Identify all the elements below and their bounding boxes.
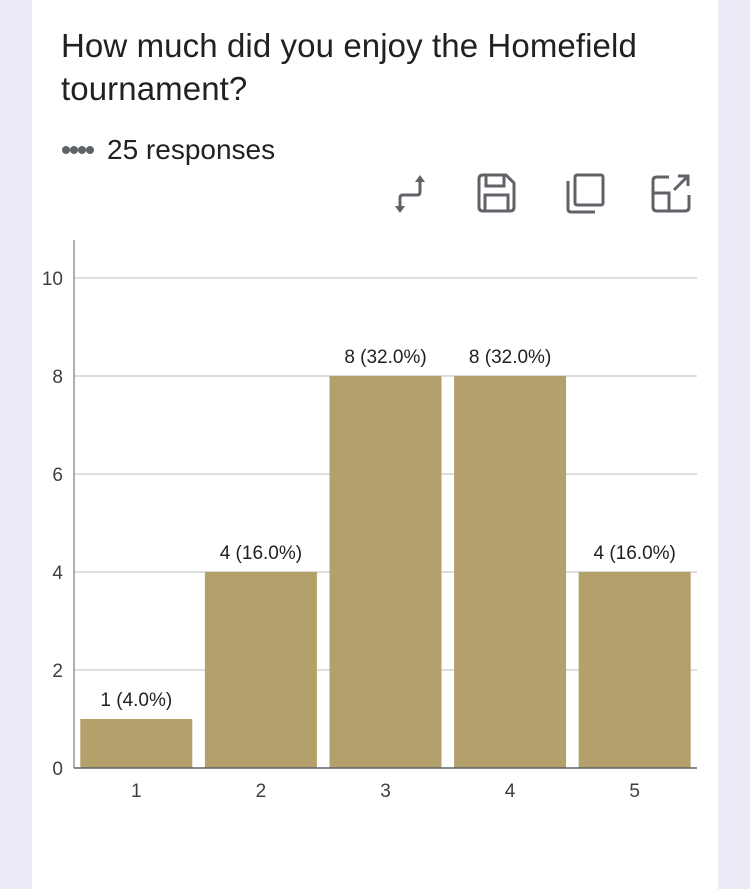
data-label-5: 4 (16.0%) <box>594 543 676 564</box>
chart-toolbar <box>380 170 700 220</box>
data-label-4: 8 (32.0%) <box>469 347 551 368</box>
y-tick-label-10: 10 <box>42 269 63 290</box>
question-title: How much did you enjoy the Homefield tou… <box>61 27 637 107</box>
x-tick-label-2: 2 <box>256 781 267 802</box>
y-tick-label-8: 8 <box>52 367 63 388</box>
x-tick-label-1: 1 <box>131 781 142 802</box>
bar-3 <box>329 376 442 768</box>
data-label-3: 8 (32.0%) <box>344 347 426 368</box>
expand-icon[interactable] <box>648 170 694 216</box>
bar-4 <box>454 376 567 768</box>
x-tick-label-3: 3 <box>380 781 391 802</box>
bar-2 <box>204 572 317 768</box>
y-tick-label-2: 2 <box>52 661 63 682</box>
responses-count: 25 responses <box>107 134 276 165</box>
copy-icon[interactable] <box>562 170 608 216</box>
y-tick-label-4: 4 <box>52 563 63 584</box>
responses-summary: 25 responses <box>61 134 275 166</box>
x-tick-label-5: 5 <box>629 781 640 802</box>
y-tick-label-6: 6 <box>52 465 63 486</box>
bar-5 <box>578 572 691 768</box>
y-tick-label-0: 0 <box>52 759 63 780</box>
responses-dots-icon <box>61 144 95 156</box>
bar-1 <box>80 719 193 768</box>
data-label-1: 1 (4.0%) <box>100 690 172 711</box>
save-icon[interactable] <box>473 170 519 216</box>
x-tick-label-4: 4 <box>505 781 516 802</box>
swap-axes-icon[interactable] <box>386 170 432 216</box>
data-label-2: 4 (16.0%) <box>220 543 302 564</box>
